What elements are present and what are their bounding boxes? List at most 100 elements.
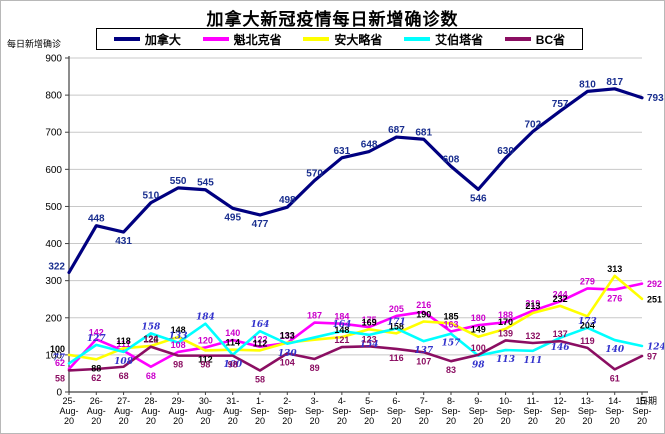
data-label-alberta: 184 (196, 313, 215, 323)
x-tick-label: 3-Sep-20 (305, 396, 324, 426)
data-label-alberta: 158 (141, 322, 161, 332)
x-tick-label: 14-Sep-20 (605, 396, 624, 426)
data-label-alberta: 113 (496, 355, 515, 365)
y-tick-label: 500 (45, 202, 62, 213)
data-label-bc: 98 (200, 360, 210, 370)
x-tick-label: 10-Sep-20 (496, 396, 515, 426)
y-axis-title: 每日新增确诊 (7, 39, 62, 49)
data-label-canada: 793 (647, 93, 664, 104)
data-label-quebec: 108 (171, 340, 186, 350)
data-label-ontario: 148 (171, 325, 186, 335)
data-label-ontario: 251 (647, 294, 662, 304)
data-label-canada: 545 (197, 178, 214, 189)
data-label-bc: 98 (228, 360, 238, 370)
legend-label: BC省 (535, 32, 566, 47)
line-swatch-icon (113, 37, 140, 41)
x-tick-label: 31-Aug-20 (223, 396, 242, 426)
data-label-quebec: 292 (647, 279, 662, 289)
x-tick-label: 26-Aug-20 (87, 396, 106, 426)
data-label-ontario: 313 (607, 264, 622, 274)
data-label-alberta: 164 (251, 320, 270, 330)
line-swatch-icon (202, 37, 229, 41)
legend-item-quebec: 魁北克省 (202, 31, 282, 48)
data-label-bc: 68 (119, 371, 129, 381)
data-label-quebec: 122 (252, 335, 267, 345)
data-label-ontario: 213 (525, 301, 540, 311)
data-label-ontario: 124 (143, 334, 158, 344)
data-label-quebec: 205 (389, 304, 404, 314)
y-tick-label: 200 (45, 313, 62, 324)
data-label-ontario: 100 (50, 344, 65, 354)
x-tick-label: 28-Aug-20 (141, 396, 160, 426)
line-swatch-icon (404, 37, 431, 41)
series-line-bc (67, 339, 644, 372)
data-label-ontario: 185 (443, 311, 458, 321)
legend: 加拿大 魁北克省 安大略省 艾伯塔省 BC省 (96, 28, 583, 50)
data-label-alberta: 133 (169, 332, 188, 342)
data-label-quebec: 111 (117, 339, 131, 349)
data-label-canada: 495 (224, 212, 241, 223)
data-label-canada: 510 (143, 191, 160, 202)
data-label-bc: 61 (610, 373, 620, 383)
data-label-quebec: 62 (55, 358, 65, 368)
data-label-canada: 687 (388, 125, 405, 136)
legend-item-ontario: 安大略省 (303, 31, 382, 48)
data-label-ontario: 158 (389, 321, 404, 331)
data-label-alberta: 77 (52, 353, 65, 363)
data-label-canada: 631 (334, 146, 351, 157)
x-tick-label: 15-Sep-20 (632, 396, 651, 426)
legend-label: 艾伯塔省 (435, 32, 484, 47)
data-label-alberta: 140 (605, 345, 625, 355)
x-tick-label: 27-Aug-20 (114, 396, 133, 426)
x-tick-label: 5-Sep-20 (360, 396, 379, 426)
data-label-ontario: 170 (498, 317, 513, 327)
data-label-bc: 100 (471, 343, 486, 353)
x-tick-label: 11-Sep-20 (523, 396, 542, 426)
data-label-canada: 477 (252, 219, 269, 230)
data-label-quebec: 219 (525, 299, 540, 309)
data-label-ontario: 169 (362, 317, 377, 327)
data-label-quebec: 188 (498, 310, 513, 320)
data-label-canada: 702 (525, 119, 542, 130)
data-label-ontario: 190 (416, 309, 431, 319)
data-label-alberta: 154 (360, 340, 379, 350)
data-label-quebec: 184 (334, 312, 349, 322)
x-tick-label: 1-Sep-20 (250, 396, 269, 426)
legend-item-bc: BC省 (504, 31, 566, 48)
data-label-quebec: 244 (553, 289, 568, 299)
data-label-canada: 546 (470, 193, 487, 204)
data-label-alberta: 108 (114, 357, 134, 367)
y-tick-label: 600 (45, 165, 62, 176)
line-swatch-icon (303, 37, 330, 41)
data-label-alberta: 100 (223, 360, 243, 370)
data-label-canada: 570 (306, 168, 323, 179)
data-label-canada: 431 (115, 236, 132, 247)
data-label-quebec: 163 (443, 320, 458, 330)
data-label-bc: 83 (446, 365, 456, 375)
data-label-quebec: 216 (416, 300, 431, 310)
x-tick-label: 8-Sep-20 (441, 396, 460, 426)
data-label-quebec: 132 (280, 331, 295, 341)
data-label-bc: 116 (389, 353, 404, 363)
x-tick-label: 12-Sep-20 (551, 396, 570, 426)
legend-item-alberta: 艾伯塔省 (404, 31, 483, 48)
x-axis-title: 日期 (639, 396, 658, 406)
data-label-canada: 608 (443, 154, 460, 165)
y-tick-label: 300 (45, 276, 62, 287)
data-label-bc: 123 (362, 334, 377, 344)
data-label-alberta: 130 (278, 349, 298, 359)
data-label-ontario: 204 (580, 320, 595, 330)
data-label-bc: 139 (498, 328, 513, 338)
data-label-ontario: 148 (334, 325, 349, 335)
x-tick-label: 25-Aug-20 (59, 396, 78, 426)
legend-label: 安大略省 (334, 32, 383, 47)
data-label-bc: 107 (416, 356, 431, 366)
data-label-alberta: 111 (523, 356, 542, 366)
x-tick-label: 30-Aug-20 (196, 396, 215, 426)
line-swatch-icon (504, 37, 531, 41)
data-label-quebec: 180 (471, 313, 486, 323)
chart-title: 加拿大新冠疫情每日新增确诊数 (206, 10, 459, 29)
data-label-alberta: 157 (442, 339, 462, 349)
data-label-bc: 58 (255, 374, 265, 384)
data-label-canada: 817 (606, 77, 623, 88)
